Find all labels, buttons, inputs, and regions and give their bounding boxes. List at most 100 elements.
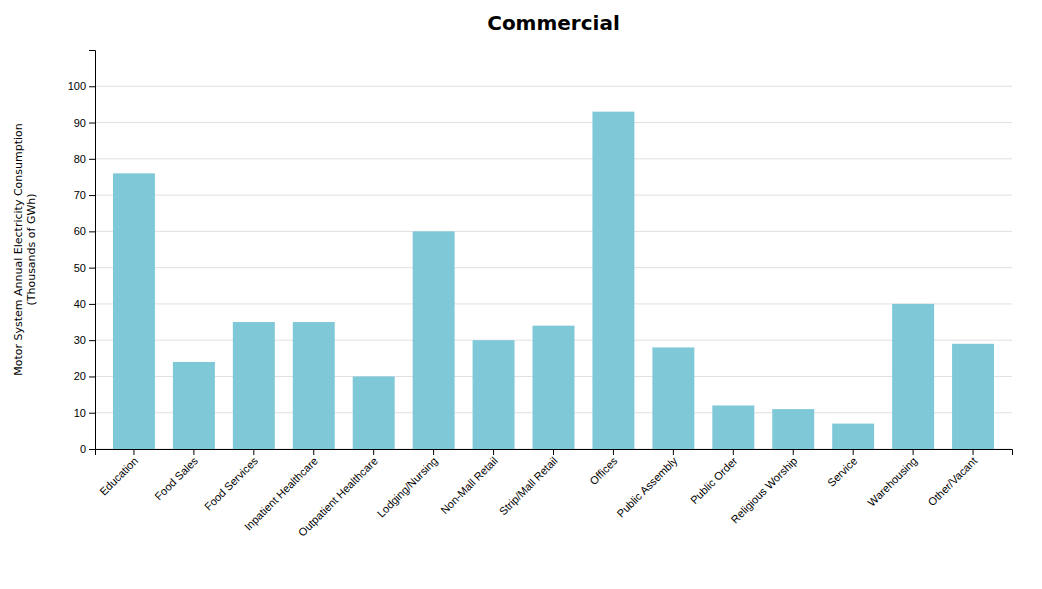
bar [652, 347, 694, 449]
tick-label: 100 [68, 80, 86, 92]
tick: 10 [74, 407, 95, 419]
tick: 30 [74, 334, 95, 346]
grid-line [95, 267, 1012, 268]
axis-line [96, 450, 1013, 456]
tick: Offices [587, 449, 620, 487]
bar [772, 409, 814, 449]
tick-mark [89, 231, 95, 232]
tick-mark [553, 449, 554, 455]
tick: Public Order [688, 449, 740, 506]
bar [533, 326, 575, 449]
tick-label: Lodging/Nursing [375, 455, 440, 520]
tick-label: 80 [74, 153, 86, 165]
tick-label: Offices [587, 454, 620, 487]
tick-mark [89, 340, 95, 341]
tick: Religious Worship [728, 449, 799, 526]
tick-mark [433, 449, 434, 455]
tick: Other/Vacant [926, 449, 980, 508]
tick-mark [193, 449, 194, 455]
bar [832, 424, 874, 449]
bar [413, 231, 455, 449]
bar [892, 304, 934, 449]
tick: Food Services [202, 449, 261, 513]
grid [95, 86, 1012, 449]
tick-label: Warehousing [865, 455, 919, 509]
tick-label: 50 [74, 262, 86, 274]
bars [113, 112, 994, 449]
chart: 0 10 20 30 40 50 60 70 80 90 100 Education Food Sale… [0, 0, 1042, 589]
bar [233, 322, 275, 449]
bar [712, 405, 754, 449]
tick-mark [913, 449, 914, 455]
tick: Strip/Mall Retail [497, 449, 560, 517]
tick-mark [853, 449, 854, 455]
tick-label: 60 [74, 225, 86, 237]
tick: 60 [74, 225, 95, 237]
tick-label: Food Services [202, 454, 261, 513]
tick: Food Sales [152, 449, 200, 502]
tick: 80 [74, 153, 95, 165]
bar [113, 173, 155, 449]
tick: Outpatient Healthcare [296, 449, 380, 539]
bar [952, 344, 994, 449]
tick-label: 0 [80, 443, 86, 455]
tick-mark [493, 449, 494, 455]
grid-line [95, 231, 1012, 232]
tick: Service [825, 449, 859, 489]
bar [353, 376, 395, 449]
tick-mark [733, 449, 734, 455]
tick-label: Public Assembly [614, 454, 679, 519]
tick-label: Education [97, 455, 140, 498]
bar [473, 340, 515, 449]
tick: Lodging/Nursing [375, 449, 440, 520]
y-axis-title-line: Motor System Annual Electricity Consumpt… [12, 123, 25, 376]
x-axis: EducationFood SalesFood ServicesInpatien… [96, 449, 1013, 539]
grid-line [95, 195, 1012, 196]
tick-mark [89, 159, 95, 160]
plot-area: 0 10 20 30 40 50 60 70 80 90 100 Education Food Sale… [68, 51, 1013, 539]
tick-label: Strip/Mall Retail [497, 455, 560, 518]
y-axis-title: Motor System Annual Electricity Consumpt… [12, 123, 38, 376]
tick-mark [133, 449, 134, 455]
tick-label: Outpatient Healthcare [296, 455, 380, 539]
grid-line [95, 158, 1012, 159]
tick: 100 [68, 80, 95, 92]
tick-label: Non-Mall Retail [438, 455, 500, 517]
tick: 90 [74, 117, 95, 129]
tick-mark [253, 449, 254, 455]
tick-mark [89, 413, 95, 414]
tick: Non-Mall Retail [438, 449, 500, 516]
tick-mark [89, 195, 95, 196]
tick: 50 [74, 262, 95, 274]
title: Commercial [487, 11, 620, 35]
grid-line [95, 303, 1012, 304]
tick-label: 10 [74, 407, 86, 419]
axis-line [89, 51, 96, 450]
tick-label: 40 [74, 298, 86, 310]
y-axis: 0 10 20 30 40 50 60 70 80 90 100 [68, 51, 96, 456]
tick-mark [793, 449, 794, 455]
tick-mark [89, 86, 95, 87]
tick-mark [89, 268, 95, 269]
tick-label: Religious Worship [728, 455, 799, 526]
tick-label: 30 [74, 334, 86, 346]
grid-line [95, 122, 1012, 123]
tick-mark [313, 449, 314, 455]
tick-mark [89, 449, 95, 450]
tick-label: 20 [74, 370, 86, 382]
tick-label: Service [825, 455, 859, 489]
tick-mark [613, 449, 614, 455]
tick-mark [89, 304, 95, 305]
tick: 20 [74, 370, 95, 382]
bar [173, 362, 215, 449]
tick-mark [89, 123, 95, 124]
tick-label: 90 [74, 117, 86, 129]
grid-line [95, 86, 1012, 87]
tick-label: Public Order [688, 454, 740, 506]
bar [293, 322, 335, 449]
tick: Warehousing [865, 449, 919, 509]
tick-mark [973, 449, 974, 455]
tick: 40 [74, 298, 95, 310]
tick-mark [89, 376, 95, 377]
tick-label: 70 [74, 189, 86, 201]
